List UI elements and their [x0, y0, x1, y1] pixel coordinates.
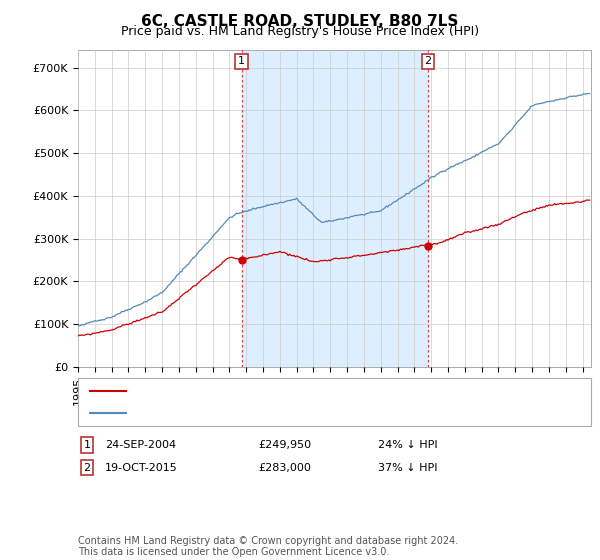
Text: 19-OCT-2015: 19-OCT-2015 [105, 463, 178, 473]
Text: 6C, CASTLE ROAD, STUDLEY, B80 7LS (detached house): 6C, CASTLE ROAD, STUDLEY, B80 7LS (detac… [132, 386, 444, 396]
Text: 37% ↓ HPI: 37% ↓ HPI [378, 463, 437, 473]
Text: 24-SEP-2004: 24-SEP-2004 [105, 440, 176, 450]
Text: £249,950: £249,950 [258, 440, 311, 450]
Text: 2: 2 [424, 57, 431, 67]
Text: 1: 1 [238, 57, 245, 67]
Bar [242, 50, 428, 367]
Text: 2: 2 [83, 463, 91, 473]
Text: 1: 1 [83, 440, 91, 450]
Text: Contains HM Land Registry data © Crown copyright and database right 2024.
This d: Contains HM Land Registry data © Crown c… [78, 535, 458, 557]
Text: 24% ↓ HPI: 24% ↓ HPI [378, 440, 437, 450]
Text: Price paid vs. HM Land Registry's House Price Index (HPI): Price paid vs. HM Land Registry's House … [121, 25, 479, 38]
Text: 6C, CASTLE ROAD, STUDLEY, B80 7LS: 6C, CASTLE ROAD, STUDLEY, B80 7LS [142, 14, 458, 29]
Text: HPI: Average price, detached house, Stratford-on-Avon: HPI: Average price, detached house, Stra… [132, 408, 437, 418]
Text: £283,000: £283,000 [258, 463, 311, 473]
